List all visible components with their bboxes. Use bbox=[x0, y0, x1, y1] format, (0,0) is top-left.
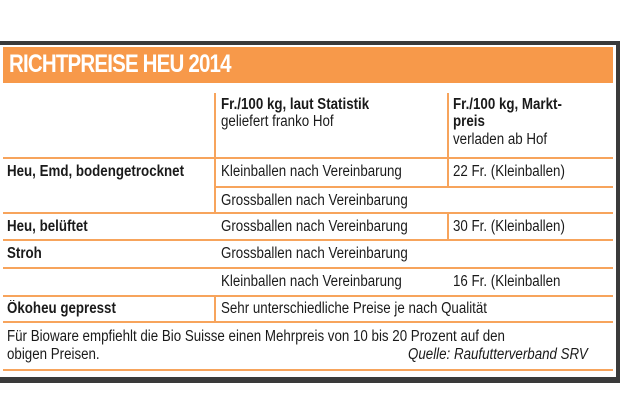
cell-statistik: Grossballen nach Vereinbarung bbox=[221, 192, 408, 209]
row-divider bbox=[3, 267, 613, 269]
cell-statistik: Grossballen nach Vereinbarung bbox=[221, 245, 408, 262]
row-label: Ökoheu gepresst bbox=[7, 300, 116, 317]
row-divider bbox=[3, 369, 613, 371]
footer-note-line2: obigen Preisen. bbox=[7, 346, 100, 363]
column-divider bbox=[447, 93, 449, 186]
cell-markt: 30 Fr. (Kleinballen) bbox=[453, 218, 565, 235]
row-divider bbox=[3, 157, 613, 159]
column-heading-markt-line2: preis bbox=[453, 113, 485, 130]
row-label: Heu, Emd, bodengetrocknet bbox=[7, 163, 185, 180]
source-credit: Quelle: Raufutterverband SRV bbox=[408, 346, 588, 363]
row-divider bbox=[3, 295, 613, 297]
row-divider bbox=[3, 321, 613, 323]
row-divider bbox=[214, 186, 613, 188]
row-divider bbox=[3, 239, 613, 241]
footer-note: Für Bioware empfiehlt die Bio Suisse ein… bbox=[7, 328, 505, 345]
row-label: Stroh bbox=[7, 245, 42, 262]
cell-markt: 22 Fr. (Kleinballen) bbox=[453, 163, 565, 180]
column-sub-statistik: geliefert franko Hof bbox=[221, 113, 334, 130]
column-heading-statistik: Fr./100 kg, laut Statistik bbox=[221, 96, 370, 113]
column-heading-markt: Fr./100 kg, Markt- bbox=[453, 96, 562, 113]
column-sub-markt: verladen ab Hof bbox=[453, 131, 548, 148]
column-divider bbox=[214, 93, 216, 213]
row-label: Heu, belüftet bbox=[7, 218, 88, 235]
cell-statistik: Sehr unterschiedliche Preise je nach Qua… bbox=[221, 300, 488, 317]
table-title: RICHTPREISE HEU 2014 bbox=[9, 50, 232, 78]
column-divider bbox=[214, 296, 216, 321]
row-divider bbox=[3, 212, 613, 214]
cell-statistik: Grossballen nach Vereinbarung bbox=[221, 218, 408, 235]
column-divider bbox=[447, 213, 449, 240]
title-band bbox=[3, 47, 613, 83]
cell-statistik: Kleinballen nach Vereinbarung bbox=[221, 163, 402, 180]
cell-statistik: Kleinballen nach Vereinbarung bbox=[221, 273, 402, 290]
cell-markt: 16 Fr. (Kleinballen bbox=[453, 273, 561, 290]
